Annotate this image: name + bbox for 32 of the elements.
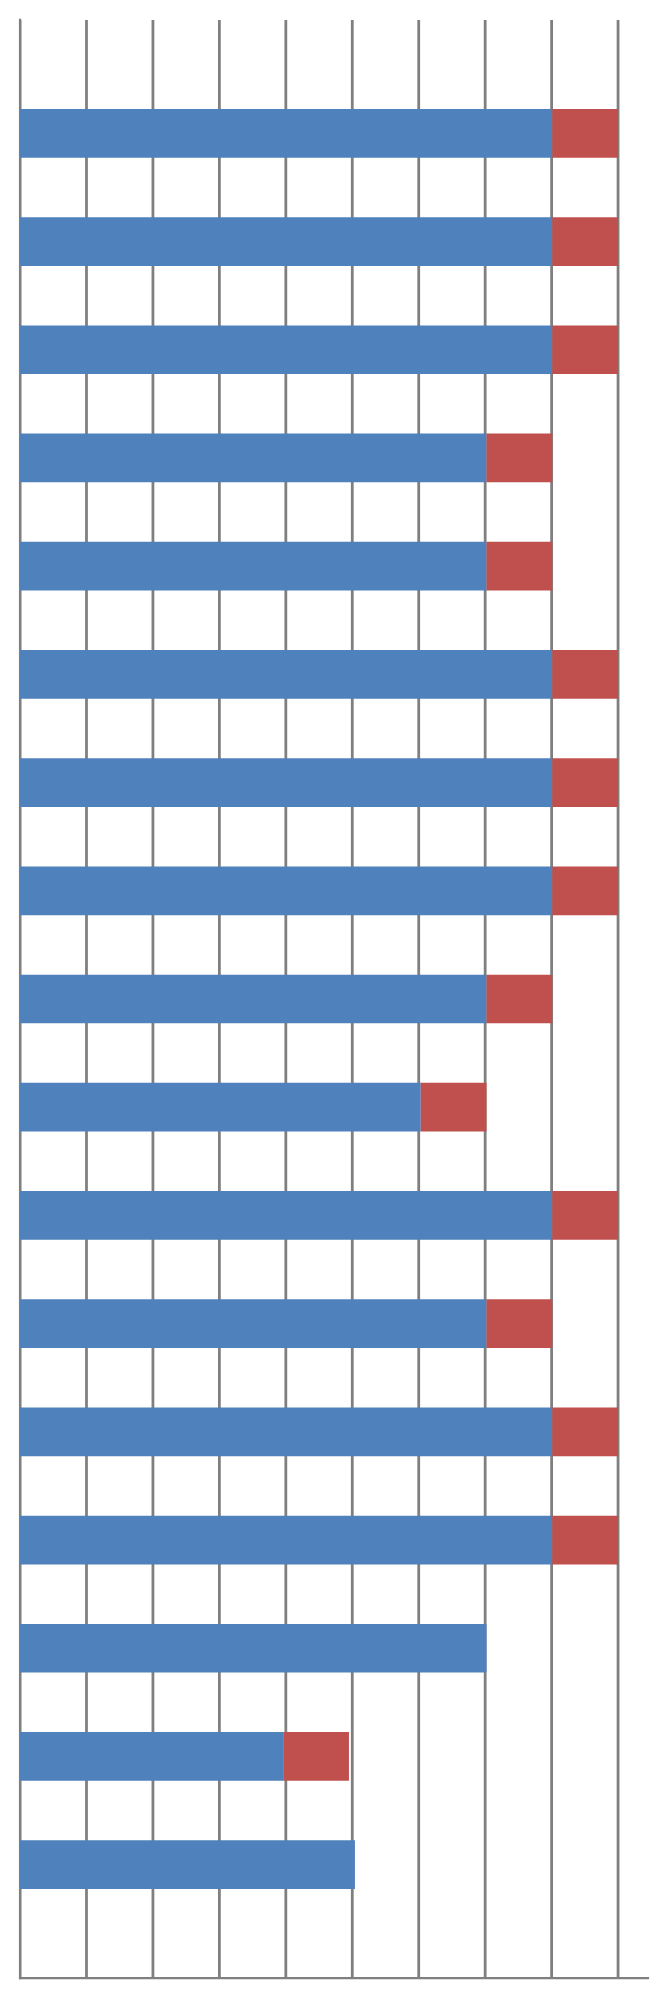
bar — [20, 1299, 487, 1348]
bar — [20, 325, 553, 375]
bar — [552, 1515, 619, 1565]
bar — [20, 758, 553, 807]
bar — [20, 541, 487, 591]
bar — [552, 217, 619, 266]
bar — [20, 433, 487, 483]
bar — [552, 758, 619, 807]
bar — [20, 650, 553, 699]
bar — [486, 433, 553, 483]
bar — [420, 1082, 487, 1132]
bar — [20, 108, 553, 158]
bar — [552, 866, 619, 916]
bar — [20, 974, 487, 1024]
bar — [20, 1515, 553, 1565]
bar — [486, 1299, 553, 1348]
bar — [486, 974, 553, 1024]
bar — [486, 541, 553, 591]
bar — [20, 1840, 355, 1890]
bar — [20, 1082, 421, 1132]
bar — [552, 325, 619, 375]
bar — [283, 1732, 349, 1781]
bar — [552, 1407, 619, 1457]
bar — [20, 1732, 284, 1781]
bar — [20, 217, 553, 266]
bar — [552, 1191, 619, 1240]
bar — [552, 108, 619, 158]
bar — [20, 866, 553, 916]
bar — [20, 1191, 553, 1240]
bar — [20, 1623, 487, 1673]
bar — [20, 1407, 553, 1457]
bar — [552, 650, 619, 699]
